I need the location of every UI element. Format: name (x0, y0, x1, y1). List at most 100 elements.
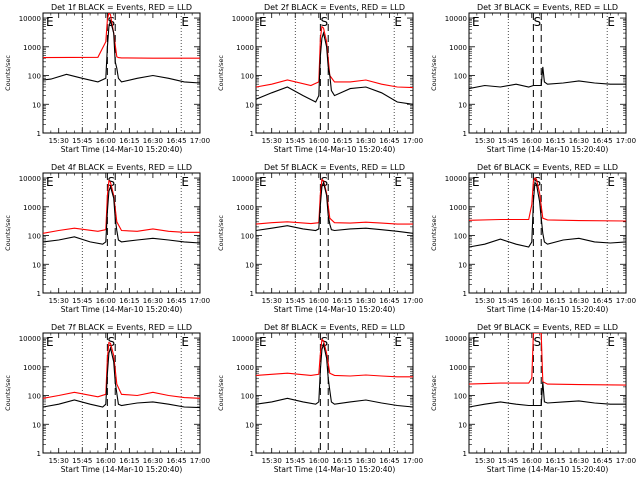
series-lld-line (43, 13, 200, 59)
x-tick-label: 15:30 (262, 297, 282, 305)
end-marker: E (394, 335, 402, 349)
series-lld-line (256, 178, 413, 225)
x-tick-label: 15:45 (498, 457, 518, 465)
series-lld-line (43, 179, 200, 234)
start-marker: S (534, 15, 542, 29)
y-tick-label: 100 (454, 73, 467, 81)
series-events-line (256, 31, 413, 105)
x-tick-label: 16:15 (332, 137, 352, 145)
panel-title: Det 1f BLACK = Events, RED = LLD (51, 3, 192, 12)
end-marker: E (607, 335, 615, 349)
plot-frame (42, 172, 201, 294)
panel-det-1f: Det 1f BLACK = Events, RED = LLD Counts/s… (4, 3, 210, 154)
panel-det-9f: Det 9f BLACK = Events, RED = LLD Counts/s… (430, 323, 636, 474)
x-tick-label: 16:30 (569, 457, 589, 465)
y-tick-label: 10 (458, 101, 467, 109)
left-edge-marker: E (259, 335, 267, 349)
panel-title: Det 3f BLACK = Events, RED = LLD (477, 3, 618, 12)
series-lld-line (43, 341, 200, 399)
y-tick-label: 10000 (19, 175, 41, 183)
x-tick-label: 17:00 (190, 457, 210, 465)
x-tick-label: 16:15 (545, 137, 565, 145)
left-edge-marker: E (472, 175, 480, 189)
x-axis-label: Start Time (14-Mar-10 15:20:40) (274, 145, 396, 154)
plot-frame (468, 172, 627, 294)
y-axis-label: Counts/sec (217, 55, 225, 91)
x-tick-label: 15:45 (498, 137, 518, 145)
x-tick-label: 16:00 (522, 297, 542, 305)
series-events-line (43, 184, 200, 245)
x-tick-label: 15:30 (49, 137, 69, 145)
y-tick-label: 1000 (449, 44, 467, 52)
x-tick-label: 15:30 (475, 457, 495, 465)
x-tick-label: 16:00 (96, 457, 116, 465)
x-tick-label: 16:45 (592, 297, 612, 305)
start-marker: S (108, 175, 116, 189)
y-tick-label: 100 (241, 73, 254, 81)
y-tick-label: 100 (28, 393, 41, 401)
left-edge-marker: E (259, 15, 267, 29)
series-lld-line (256, 338, 413, 378)
y-axis-label: Counts/sec (430, 215, 438, 251)
y-tick-label: 1 (250, 130, 254, 138)
y-axis-label: Counts/sec (4, 375, 12, 411)
y-tick-label: 1 (463, 290, 467, 298)
x-axis-label: Start Time (14-Mar-10 15:20:40) (61, 465, 183, 474)
plot-frame (42, 12, 201, 134)
x-tick-label: 15:30 (262, 457, 282, 465)
y-tick-label: 100 (241, 393, 254, 401)
y-tick-label: 10000 (445, 175, 467, 183)
y-axis-label: Counts/sec (217, 215, 225, 251)
x-tick-label: 15:30 (49, 457, 69, 465)
left-edge-marker: E (46, 15, 54, 29)
x-tick-label: 16:30 (569, 297, 589, 305)
end-marker: E (181, 175, 189, 189)
y-tick-label: 1000 (236, 204, 254, 212)
panel-title: Det 7f BLACK = Events, RED = LLD (51, 323, 192, 332)
y-tick-label: 100 (454, 393, 467, 401)
y-tick-label: 10000 (232, 175, 254, 183)
y-tick-label: 10 (245, 261, 254, 269)
end-marker: E (607, 175, 615, 189)
y-tick-label: 100 (454, 233, 467, 241)
x-tick-label: 17:00 (616, 297, 636, 305)
x-tick-label: 17:00 (190, 137, 210, 145)
panel-title: Det 8f BLACK = Events, RED = LLD (264, 323, 405, 332)
end-marker: E (181, 15, 189, 29)
y-tick-label: 10000 (445, 15, 467, 23)
panel-title: Det 9f BLACK = Events, RED = LLD (477, 323, 618, 332)
x-tick-label: 16:00 (96, 297, 116, 305)
x-tick-label: 16:30 (143, 457, 163, 465)
x-tick-label: 16:45 (166, 297, 186, 305)
x-tick-label: 16:00 (522, 457, 542, 465)
series-events-line (43, 18, 200, 84)
end-marker: E (394, 175, 402, 189)
plot-frame (255, 172, 414, 294)
panel-det-7f: Det 7f BLACK = Events, RED = LLD Counts/s… (4, 323, 210, 474)
x-tick-label: 15:45 (285, 457, 305, 465)
y-tick-label: 1000 (23, 204, 41, 212)
y-tick-label: 1000 (236, 364, 254, 372)
x-tick-label: 16:15 (119, 297, 139, 305)
y-tick-label: 100 (28, 233, 41, 241)
y-tick-label: 10000 (445, 335, 467, 343)
x-tick-label: 15:30 (262, 137, 282, 145)
y-tick-label: 10000 (19, 15, 41, 23)
start-marker: S (321, 175, 329, 189)
start-marker: S (321, 15, 329, 29)
y-tick-label: 10000 (232, 335, 254, 343)
x-tick-label: 15:45 (285, 137, 305, 145)
y-tick-label: 10000 (19, 335, 41, 343)
left-edge-marker: E (472, 335, 480, 349)
left-edge-marker: E (259, 175, 267, 189)
panel-title: Det 5f BLACK = Events, RED = LLD (264, 163, 405, 172)
start-marker: S (108, 335, 116, 349)
y-axis-label: Counts/sec (4, 55, 12, 91)
y-tick-label: 1 (463, 450, 467, 458)
y-tick-label: 1 (250, 450, 254, 458)
y-tick-label: 1 (463, 130, 467, 138)
x-tick-label: 16:45 (592, 457, 612, 465)
plot-frame (468, 332, 627, 454)
panel-det-2f: Det 2f BLACK = Events, RED = LLD Counts/s… (217, 3, 423, 154)
y-axis-label: Counts/sec (430, 55, 438, 91)
